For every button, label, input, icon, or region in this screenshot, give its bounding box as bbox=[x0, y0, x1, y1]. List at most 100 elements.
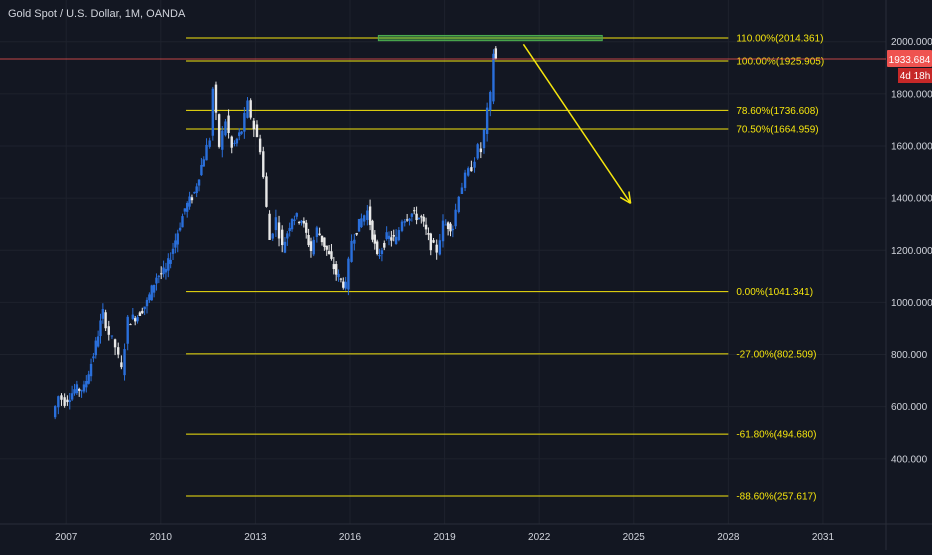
candle-body bbox=[243, 112, 246, 132]
x-tick-label: 2025 bbox=[623, 532, 646, 543]
candle-body bbox=[66, 399, 69, 403]
arrow-head-right bbox=[628, 191, 632, 204]
countdown-label: 4d 18h bbox=[900, 71, 931, 82]
candle-body bbox=[183, 208, 187, 212]
candle-body bbox=[230, 136, 233, 148]
candle-body bbox=[283, 241, 287, 253]
candle-body bbox=[295, 213, 298, 217]
candle-body bbox=[277, 222, 281, 239]
candle-body bbox=[394, 236, 398, 244]
candle-body bbox=[195, 186, 198, 194]
candle-body bbox=[323, 237, 326, 247]
y-tick-label: 1200.000 bbox=[891, 246, 932, 257]
candle-body bbox=[174, 240, 177, 248]
candle-body bbox=[337, 273, 340, 278]
candle-body bbox=[315, 227, 319, 237]
fib-level-label: 0.00%(1041.341) bbox=[736, 287, 813, 298]
candle-body bbox=[441, 220, 445, 242]
candle-body bbox=[131, 314, 135, 319]
candle-body bbox=[240, 131, 243, 134]
candle-body bbox=[143, 306, 146, 310]
candle-body bbox=[300, 220, 303, 223]
candle-body bbox=[435, 244, 438, 253]
candle-body bbox=[390, 237, 393, 241]
candle-body bbox=[176, 233, 179, 245]
arrow-head-left bbox=[619, 196, 631, 204]
candle-body bbox=[265, 176, 268, 207]
candle-body bbox=[385, 232, 388, 240]
candle-body bbox=[92, 356, 95, 359]
candle-body bbox=[113, 339, 117, 348]
candle-body bbox=[268, 213, 271, 240]
x-tick-label: 2010 bbox=[150, 532, 173, 543]
fib-level-label: 70.50%(1664.959) bbox=[736, 125, 818, 136]
candle-body bbox=[214, 84, 218, 113]
candle-body bbox=[492, 53, 495, 102]
candle-body bbox=[178, 227, 182, 231]
candle-body bbox=[117, 347, 120, 355]
candle-body bbox=[227, 115, 230, 134]
candle-body bbox=[258, 138, 262, 153]
candle-body bbox=[104, 312, 107, 329]
candle-body bbox=[78, 388, 81, 391]
candle-body bbox=[357, 218, 361, 232]
candle-body bbox=[350, 240, 353, 262]
candle-body bbox=[150, 285, 153, 301]
candle-body bbox=[371, 220, 374, 240]
candle-body bbox=[197, 179, 201, 186]
candle-body bbox=[202, 159, 205, 167]
candle-body bbox=[288, 227, 291, 232]
y-tick-label: 600.000 bbox=[891, 402, 928, 413]
price-tag-box bbox=[887, 49, 932, 67]
candle-body bbox=[271, 233, 274, 239]
candle-body bbox=[133, 318, 137, 322]
candle-body bbox=[355, 233, 358, 235]
candle-body bbox=[190, 197, 194, 201]
candle-body bbox=[53, 406, 57, 418]
candle-body bbox=[110, 335, 114, 337]
candle-body bbox=[362, 215, 366, 222]
candle-body bbox=[378, 255, 381, 257]
candle-body bbox=[451, 228, 455, 231]
candle-body bbox=[60, 395, 63, 400]
fib-level-label: 78.60%(1736.608) bbox=[736, 106, 818, 117]
candle-body bbox=[57, 396, 60, 408]
candle-body bbox=[449, 223, 452, 232]
candle-body bbox=[400, 221, 404, 231]
candle-body bbox=[82, 384, 86, 392]
candle-body bbox=[120, 362, 123, 368]
candle-body bbox=[420, 216, 423, 218]
fib-level-label: 110.00%(2014.361) bbox=[736, 33, 823, 44]
candle-body bbox=[446, 222, 450, 230]
candle-body bbox=[101, 309, 105, 319]
candle-body bbox=[188, 196, 191, 207]
candle-body bbox=[463, 172, 467, 188]
candle-body bbox=[138, 312, 142, 316]
candle-body bbox=[397, 230, 401, 241]
candle-body bbox=[473, 161, 476, 168]
candle-body bbox=[246, 100, 249, 118]
candle-body bbox=[141, 310, 144, 314]
candle-body bbox=[224, 121, 227, 136]
candle-body bbox=[403, 221, 406, 223]
candle-body bbox=[444, 224, 447, 226]
candle-body bbox=[145, 299, 149, 307]
candle-body bbox=[129, 324, 132, 326]
candle-body bbox=[438, 240, 442, 255]
price-tag-value: 1933.684 bbox=[889, 55, 931, 66]
y-tick-label: 800.000 bbox=[891, 350, 928, 361]
candle-body bbox=[368, 206, 372, 225]
candle-body bbox=[68, 400, 71, 402]
candle-body bbox=[94, 340, 97, 356]
candle-body bbox=[221, 130, 224, 150]
candle-body bbox=[309, 241, 313, 251]
candle-body bbox=[280, 229, 284, 246]
target-zone-box[interactable] bbox=[377, 34, 603, 42]
y-tick-label: 400.000 bbox=[891, 454, 928, 465]
candle-body bbox=[410, 213, 414, 217]
candle-body bbox=[233, 142, 236, 144]
y-tick-label: 1800.000 bbox=[891, 89, 932, 100]
candle-body bbox=[330, 251, 333, 259]
candle-body bbox=[136, 316, 139, 322]
